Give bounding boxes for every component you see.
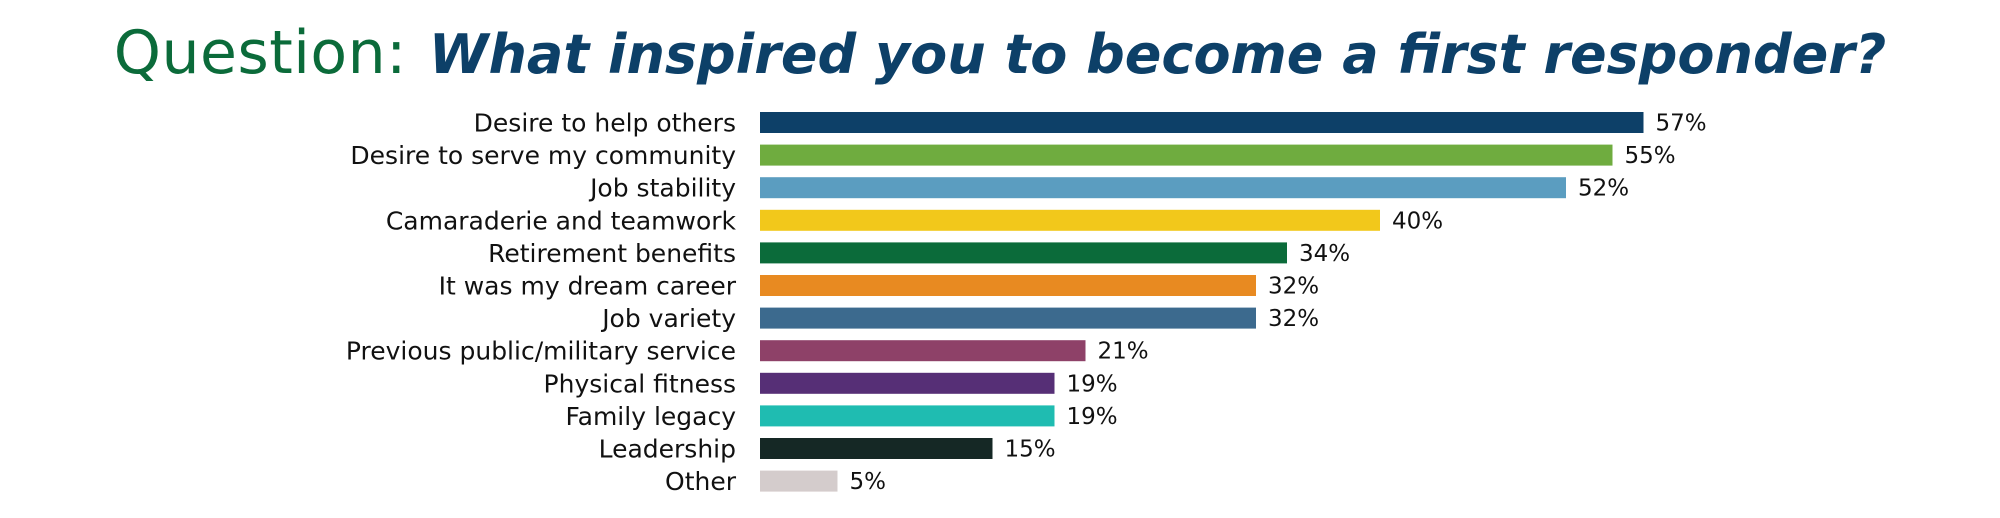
bar: [760, 307, 1256, 329]
value-label: 52%: [1578, 176, 1629, 202]
category-label: Leadership: [599, 435, 736, 464]
value-label: 15%: [1005, 437, 1056, 463]
bar: [760, 177, 1566, 199]
category-label: Desire to help others: [474, 109, 736, 138]
value-label: 57%: [1656, 111, 1707, 137]
category-label: Job stability: [588, 174, 736, 203]
bar: [760, 405, 1055, 427]
category-label: Job variety: [600, 304, 736, 333]
category-label: Previous public/military service: [346, 337, 736, 366]
bar: [760, 242, 1287, 264]
category-label: Physical fitness: [544, 369, 736, 398]
value-label: 21%: [1098, 339, 1149, 365]
value-label: 55%: [1625, 143, 1676, 169]
value-label: 19%: [1067, 404, 1118, 430]
category-label: Other: [665, 467, 737, 496]
chart-title: Question: What inspired you to become a f…: [0, 18, 2000, 88]
category-label: Retirement benefits: [488, 239, 736, 268]
title-question: What inspired you to become a first resp…: [428, 23, 1887, 86]
bar: [760, 144, 1613, 166]
value-label: 32%: [1268, 306, 1319, 332]
value-label: 5%: [850, 469, 887, 495]
bar: [760, 340, 1086, 362]
bar: [760, 275, 1256, 296]
category-label: Desire to serve my community: [350, 141, 736, 170]
value-label: 19%: [1067, 371, 1118, 397]
bars-group: Desire to help others 57% Desire to serve …: [346, 109, 1707, 497]
category-label: It was my dream career: [439, 272, 737, 301]
value-label: 32%: [1268, 274, 1319, 300]
bar: [760, 112, 1644, 133]
title-prefix: Question:: [113, 18, 407, 88]
category-label: Camaraderie and teamwork: [386, 206, 737, 235]
bar: [760, 372, 1055, 394]
value-label: 40%: [1392, 208, 1443, 234]
bar: [760, 209, 1380, 231]
bar: [760, 438, 993, 459]
value-label: 34%: [1299, 241, 1350, 267]
bar: [760, 470, 838, 492]
category-label: Family legacy: [566, 402, 737, 431]
